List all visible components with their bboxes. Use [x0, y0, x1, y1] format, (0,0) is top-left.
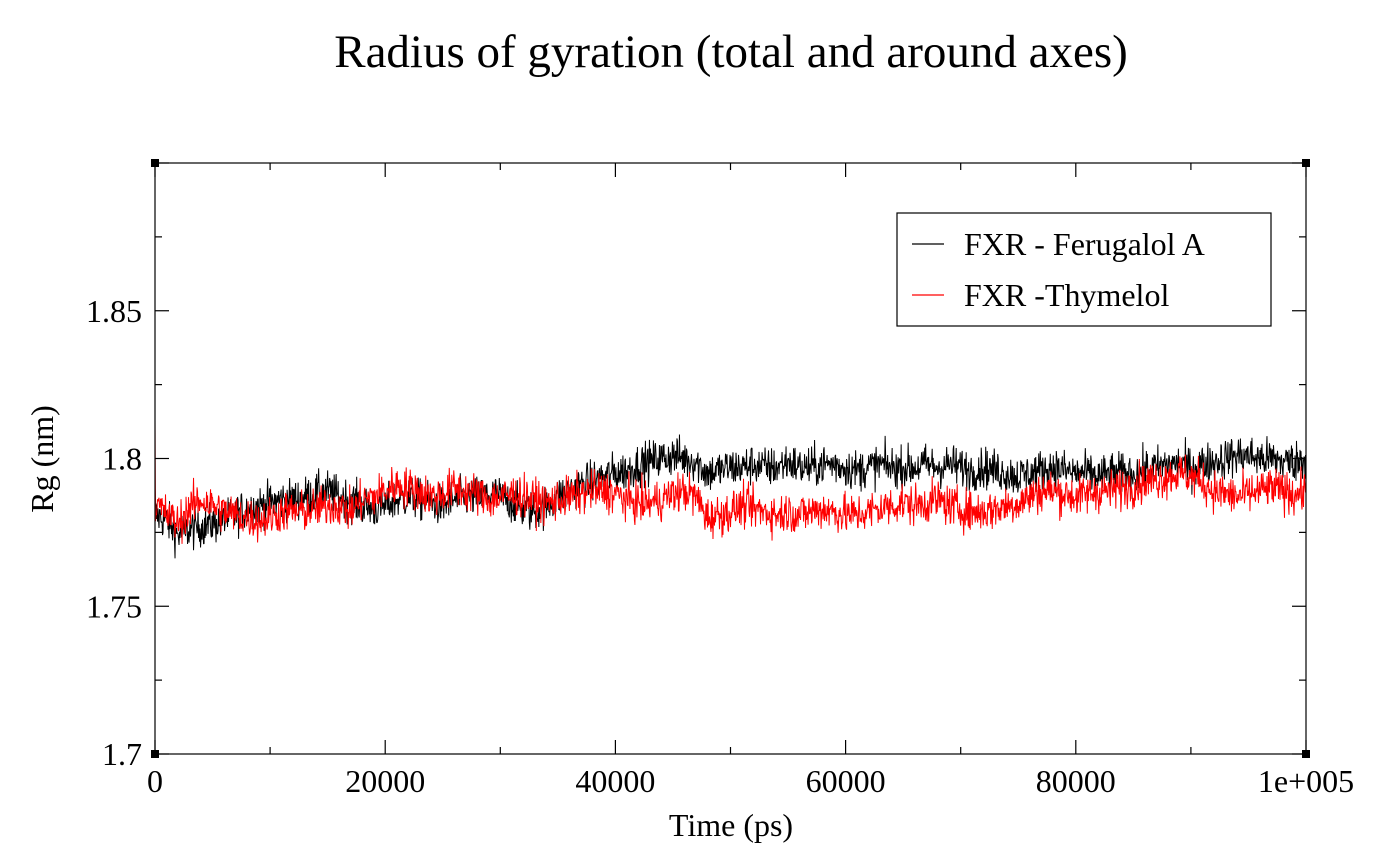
x-tick-label: 1e+005: [1258, 763, 1354, 799]
axes-layer: 0 20000 40000 60000 80000 1e+005 1.7 1.75 1.8 1.8…: [86, 159, 1354, 799]
x-tick-label: 40000: [575, 763, 655, 799]
series-line: [154, 420, 1307, 544]
chart-title: Radius of gyration (total and around axe…: [334, 26, 1128, 78]
series-line: [154, 434, 1307, 559]
x-tick-label: 20000: [345, 763, 425, 799]
y-tick-label: 1.7: [102, 736, 142, 772]
legend-box: [896, 212, 1272, 327]
y-tick-label: 1.85: [86, 293, 142, 329]
x-tick-label: 60000: [806, 763, 886, 799]
x-axis-label: Time (ps): [669, 807, 793, 843]
legend: FXR - Ferugalol A FXR -Thymelol: [896, 212, 1272, 327]
series-layer: [154, 420, 1307, 559]
y-axis-label: Rg (nm): [24, 405, 60, 513]
y-tick-label: 1.8: [102, 441, 142, 477]
legend-label: FXR -Thymelol: [964, 277, 1169, 313]
x-tick-label: 0: [147, 763, 163, 799]
legend-label: FXR - Ferugalol A: [964, 226, 1205, 262]
x-tick-label: 80000: [1036, 763, 1116, 799]
y-tick-label: 1.75: [86, 588, 142, 624]
